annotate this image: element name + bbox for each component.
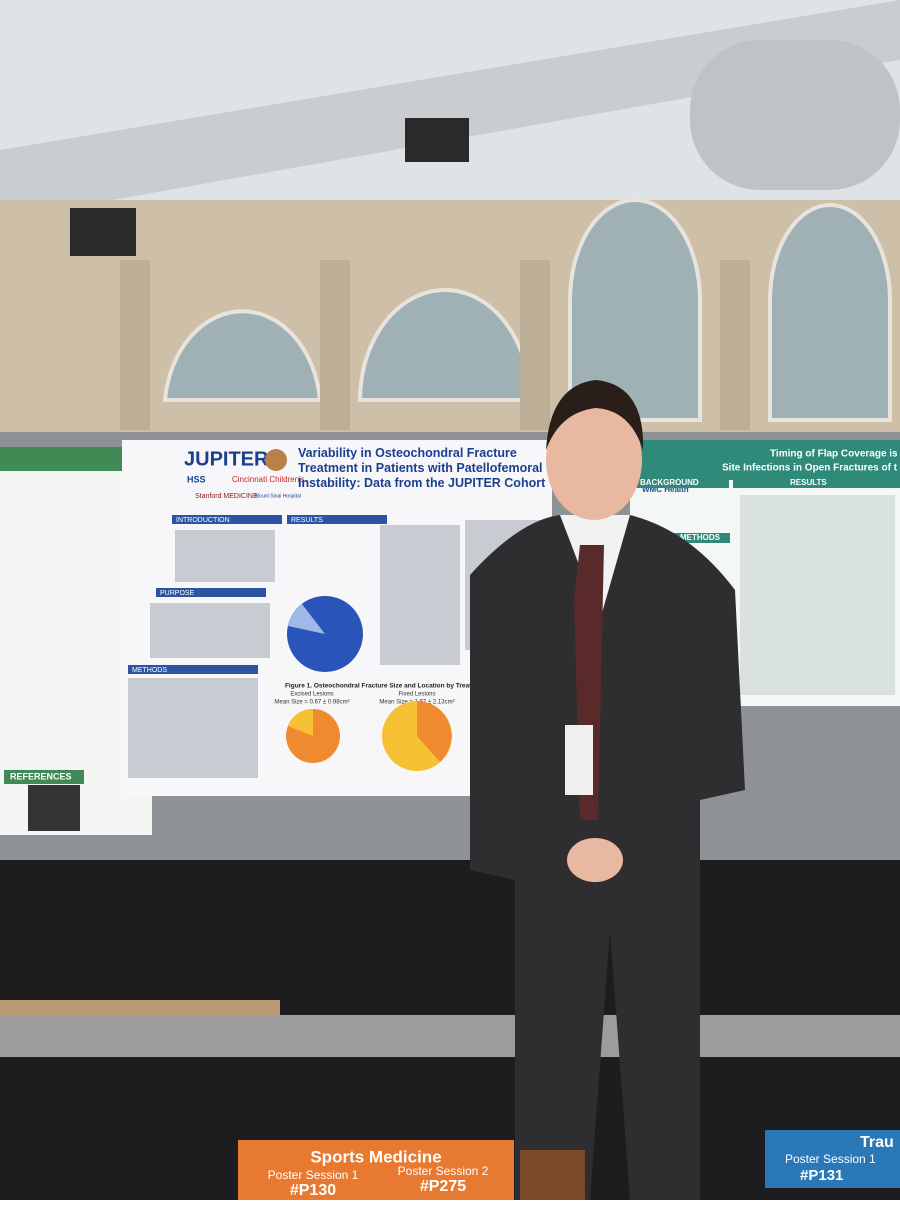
section-bar [172,515,282,524]
hand [567,838,623,882]
column [520,260,550,430]
arch-window [162,309,323,402]
panel-label: Excised Lesions [290,692,333,698]
hair [546,380,644,450]
sign-code: #P130 [290,1182,336,1199]
poster-table [740,495,895,695]
window [70,208,136,256]
affiliation: Cincinnati Children's [232,475,305,484]
affiliation: Stanford MEDICINE [195,493,258,500]
section-bar [4,770,84,784]
figure-caption: Figure 1. Osteochondral Fracture Size an… [285,683,515,690]
sign-topic: Trau [860,1134,894,1151]
window [405,118,469,162]
section-bar [733,478,900,488]
poster-title-box: Variability in Osteochondral Fracture Tr… [298,446,546,490]
column [720,260,750,430]
section-bar [156,588,266,597]
panel-stat: Mean Size = 0.67 ± 0.98cm² [274,700,349,706]
arch-window [768,203,892,422]
section-heading: INTRODUCTION [176,517,230,524]
shoe [520,1150,585,1200]
duct [690,40,900,190]
poster-title: Variability in Osteochondral Fracture Tr… [298,446,546,490]
poster-title: Timing of Flap Coverage is Associ [770,449,900,460]
section-bar [660,533,730,543]
panel-label: Fixed Lesions [398,692,435,698]
section-heading: METHODS [680,533,721,542]
rail [0,1015,900,1057]
section-bar [634,478,729,488]
floor-sign [238,1140,514,1200]
section-heading: RESULTS [291,517,323,524]
sign-topic: Sports Medicine [310,1147,441,1166]
section-bar [287,515,387,524]
face [546,400,642,520]
section-heading: METHODS [132,667,167,674]
qr-code [28,785,80,831]
section-heading: REFERENCES [10,771,72,781]
sign-code: #P275 [420,1178,466,1195]
section-heading: RESULTS [790,478,827,487]
pie-slice [288,709,313,736]
section-heading: BACKGROUND [640,478,699,487]
section-bar [128,665,258,674]
poster-logo: WMC Health [642,485,689,494]
pie-slice [288,604,325,634]
affiliation: HSS [187,474,206,484]
column [320,260,350,430]
poster-logo: JUPITER [184,448,269,470]
poster-title: Site Infections in Open Fractures of t [722,463,898,474]
column [120,260,150,430]
pie-slice [417,701,452,762]
affiliation: Mount Sinai Hospital [255,493,301,499]
floor-sign [765,1130,900,1188]
sign-session: Poster Session 1 [785,1152,876,1166]
section-heading: PURPOSE [160,590,195,597]
ceiling-truss [0,0,900,220]
sign-code: #P131 [800,1167,843,1184]
sign-session: Poster Session 1 [268,1168,359,1182]
arch-window [568,198,702,422]
planet-icon [265,449,287,471]
sign-session: Poster Session 2 [398,1164,489,1178]
badge [565,725,593,795]
poster-header [630,440,900,480]
